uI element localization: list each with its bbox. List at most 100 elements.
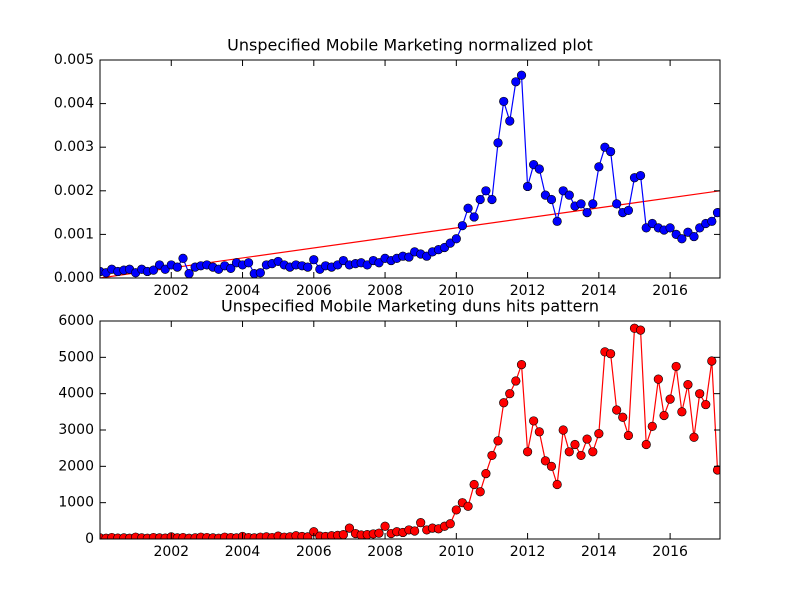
axes-frame <box>99 59 721 279</box>
point <box>653 374 663 384</box>
point <box>701 399 711 410</box>
point <box>499 398 509 408</box>
point <box>677 234 687 244</box>
point <box>546 194 557 205</box>
point <box>309 255 319 265</box>
x-tick-label: 2004 <box>225 283 261 299</box>
point <box>148 265 159 275</box>
point <box>522 447 533 457</box>
point <box>380 521 390 531</box>
x-tick-label: 2016 <box>652 283 688 299</box>
point <box>511 77 521 87</box>
x-tick-label: 2002 <box>153 283 189 299</box>
point <box>564 447 574 457</box>
x-tick-label: 2006 <box>296 283 332 299</box>
point <box>475 487 485 497</box>
y-tick-label: 3000 <box>58 422 94 438</box>
point <box>606 146 616 157</box>
point <box>469 212 479 222</box>
point <box>641 439 651 450</box>
x-tick-label: 2014 <box>581 283 617 299</box>
point <box>689 231 699 242</box>
point <box>546 461 557 471</box>
point <box>576 199 586 209</box>
x-tick-label: 2006 <box>296 544 332 560</box>
x-tick-label: 2004 <box>225 544 261 560</box>
point <box>712 208 720 218</box>
point <box>505 389 515 399</box>
point <box>707 216 717 226</box>
y-tick-label: 1000 <box>58 495 94 511</box>
point <box>677 407 687 417</box>
y-tick-label: 0.001 <box>54 226 94 242</box>
point <box>451 234 461 244</box>
x-tick-label: 2016 <box>652 544 688 560</box>
point <box>481 469 491 479</box>
point <box>178 253 188 263</box>
point <box>665 394 675 404</box>
point <box>457 221 467 231</box>
point <box>463 203 473 213</box>
point <box>618 412 628 422</box>
y-tick-label: 2000 <box>58 458 94 474</box>
point <box>606 349 616 359</box>
point <box>671 361 681 372</box>
x-tick-label: 2012 <box>510 544 546 560</box>
point <box>707 356 717 366</box>
y-tick-label: 4000 <box>58 386 94 402</box>
point <box>659 410 669 421</box>
point <box>695 389 705 399</box>
point <box>516 70 527 80</box>
point <box>374 528 384 538</box>
point <box>416 518 426 528</box>
point <box>665 223 675 233</box>
point <box>552 479 562 490</box>
point <box>712 465 720 475</box>
point <box>493 138 503 148</box>
point <box>511 376 521 386</box>
point <box>469 479 479 490</box>
point <box>623 205 634 216</box>
point <box>243 258 254 268</box>
point <box>255 268 265 278</box>
point <box>344 523 355 533</box>
point <box>635 170 646 181</box>
point <box>184 269 194 278</box>
point <box>564 190 574 200</box>
point <box>552 216 562 226</box>
point <box>594 429 604 439</box>
plot-area <box>100 323 720 539</box>
x-tick-label: 2010 <box>439 544 475 560</box>
point <box>689 432 699 442</box>
point <box>570 439 580 450</box>
point <box>558 425 568 435</box>
y-tick-label: 0 <box>85 531 94 547</box>
x-tick-label: 2014 <box>581 544 617 560</box>
point <box>576 450 586 461</box>
point <box>481 186 491 196</box>
x-tick-label: 2010 <box>439 283 475 299</box>
x-tick-label: 2008 <box>367 283 403 299</box>
y-tick-label: 5000 <box>58 349 94 365</box>
point <box>623 430 634 441</box>
point <box>612 405 622 415</box>
point <box>540 456 551 466</box>
point <box>487 450 497 461</box>
point <box>612 199 622 209</box>
series-line <box>100 73 719 275</box>
point <box>635 325 646 335</box>
point <box>588 447 598 457</box>
x-tick-label: 2002 <box>153 544 189 560</box>
point <box>683 379 693 390</box>
point <box>451 505 461 515</box>
point <box>522 181 533 192</box>
point <box>516 360 527 370</box>
point <box>226 263 236 274</box>
point <box>529 416 539 426</box>
point <box>594 162 604 172</box>
point <box>499 96 509 107</box>
y-tick-label: 0.005 <box>54 52 94 68</box>
point <box>505 116 515 126</box>
